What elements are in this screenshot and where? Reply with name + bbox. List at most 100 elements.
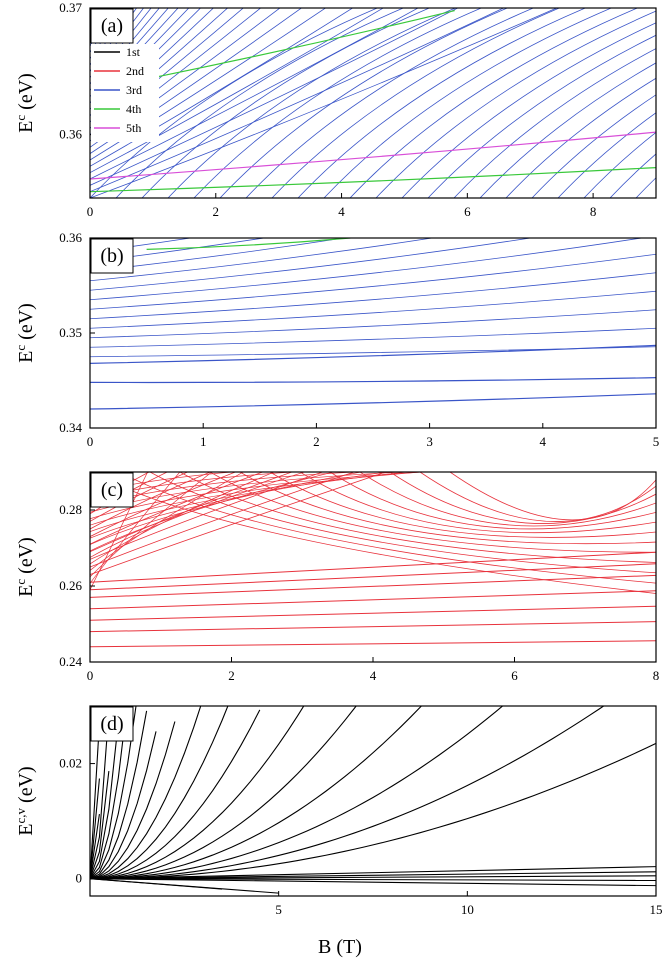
series-line [453, 48, 656, 198]
series-line [323, 8, 613, 198]
series-line [90, 238, 347, 272]
series-line [90, 706, 137, 880]
series-line [90, 131, 656, 180]
series-line [401, 22, 656, 198]
series-line [245, 8, 535, 198]
x-tick-label: 10 [461, 902, 474, 917]
series-line [297, 8, 587, 198]
series-group [90, 8, 656, 198]
series-line [90, 8, 229, 129]
x-tick-label: 4 [370, 668, 377, 683]
series-line [90, 731, 157, 880]
x-tick-label: 2 [313, 434, 320, 449]
y-tick-label: 0.24 [59, 654, 82, 669]
x-tick-label: 5 [653, 434, 660, 449]
series-line [115, 8, 405, 198]
series-line [90, 721, 176, 880]
series-line [299, 472, 656, 534]
series-line [90, 706, 423, 880]
series-line [90, 8, 179, 104]
series-line [90, 605, 656, 621]
series-line [359, 472, 656, 527]
plot-frame [89, 7, 657, 199]
panel-label: (a) [101, 15, 123, 37]
series-line [90, 8, 505, 193]
series-line [90, 8, 419, 180]
y-tick-label: 0.37 [59, 0, 82, 15]
legend-label: 4th [126, 102, 141, 116]
series-line [90, 621, 656, 633]
series-line [90, 8, 262, 142]
plot-frame [89, 705, 657, 897]
series-line [90, 711, 110, 879]
series-line [90, 253, 656, 310]
series-line [90, 272, 656, 320]
series-line [90, 710, 148, 880]
y-axis-title: Ec,v (eV) [13, 766, 38, 835]
y-tick-label: 0.34 [59, 420, 82, 435]
series-line [90, 706, 202, 880]
series-line [90, 472, 237, 537]
x-tick-label: 8 [653, 668, 660, 683]
panel-4: 5 10 15 0 0.02 Ec,v (eV) (d) [13, 705, 663, 917]
series-group [90, 706, 656, 894]
series-line [329, 472, 656, 530]
series-line [90, 472, 363, 545]
series-line [90, 871, 656, 880]
series-line [375, 10, 656, 198]
series-line [90, 8, 354, 167]
series-line [90, 472, 264, 545]
series-line [557, 112, 656, 198]
series-line [90, 574, 656, 598]
series-line [90, 472, 324, 560]
panel-label-box [90, 8, 134, 44]
series-line [349, 8, 639, 198]
series-line [90, 290, 656, 329]
series-line [90, 472, 244, 571]
panel-label-box [90, 706, 134, 742]
series-line [531, 94, 656, 198]
series-line [90, 8, 558, 198]
series-line [90, 238, 533, 291]
series-line [179, 472, 656, 563]
series-line [90, 706, 128, 880]
y-tick-label: 0.28 [59, 502, 82, 517]
series-line [193, 8, 483, 198]
legend-label: 1st [126, 45, 141, 59]
series-line [90, 238, 267, 263]
series-line [271, 8, 561, 198]
panel-label: (c) [101, 479, 123, 501]
series-line [90, 377, 656, 384]
series-line [90, 472, 276, 565]
series-line [90, 472, 389, 539]
legend: 1st 2nd 3rd 4th 5th [91, 44, 159, 142]
series-line [90, 238, 645, 301]
series-line [146, 238, 351, 250]
series-line [90, 472, 299, 500]
series-line [90, 875, 656, 880]
panel-label-box [90, 238, 134, 274]
series-line [90, 8, 106, 34]
panel-label: (d) [100, 713, 123, 735]
series-line [90, 393, 656, 410]
series-group [90, 238, 656, 410]
series-line [90, 8, 379, 198]
panel-label: (b) [100, 245, 123, 267]
series-line [427, 34, 656, 198]
y-axis-title: Ec (eV) [13, 537, 38, 597]
series-line [90, 8, 214, 123]
plot-frame [89, 237, 657, 429]
series-line [239, 472, 656, 545]
series-line [90, 8, 327, 161]
series-line [90, 472, 388, 575]
series-line [90, 706, 229, 880]
series-line [479, 62, 656, 198]
series-line [90, 472, 169, 515]
series-line [90, 472, 212, 530]
panel-label-box [90, 472, 134, 508]
x-tick-label: 15 [650, 902, 663, 917]
series-line [90, 551, 656, 583]
series-line [90, 8, 94, 15]
series-line [90, 238, 435, 282]
series-line [90, 346, 656, 358]
